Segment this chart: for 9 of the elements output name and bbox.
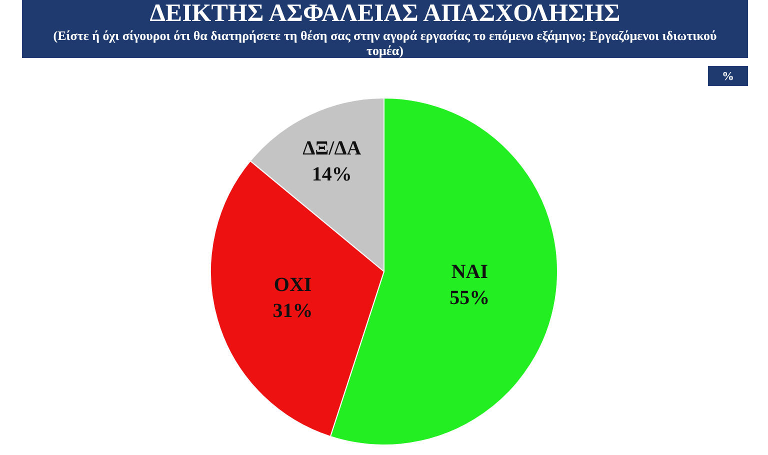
slice-label: ΟΧΙ — [274, 274, 312, 296]
chart-title: ΔΕΙΚΤΗΣ ΑΣΦΑΛΕΙΑΣ ΑΠΑΣΧΟΛΗΣΗΣ — [148, 0, 622, 28]
slice-label: ΔΞ/ΔΑ — [302, 137, 362, 160]
data-label: 14% — [312, 163, 352, 186]
slice-label: ΝΑΙ — [451, 261, 488, 284]
chart-subtitle: (Είστε ή όχι σίγουροι ότι θα διατηρήσετε τη θέση σας στην αγορά εργασίας το επόμενο εξάμηνο; Εργαζόμενοι ιδιωτικού τομέα) — [52, 28, 718, 58]
data-label: 31% — [272, 300, 313, 322]
data-label: 55% — [450, 287, 490, 310]
text: % — [708, 66, 748, 86]
